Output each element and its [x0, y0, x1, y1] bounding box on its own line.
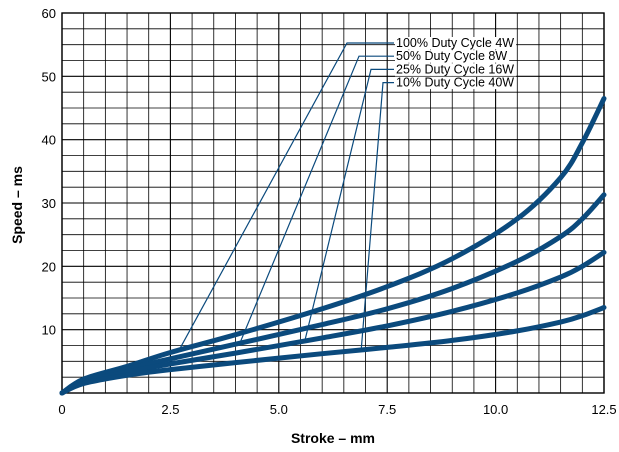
legend-label-background: [395, 50, 510, 63]
plot-frame: [61, 12, 605, 394]
tick-labels: 0 2.5 5.0 7.5 10.0 12.5 10 20 30 40 50 60: [42, 6, 617, 417]
series-lines: [59, 96, 607, 396]
legend-label-1: 100% Duty Cycle 4W: [396, 36, 514, 50]
leader-line-4: [360, 81, 394, 350]
x-tick-label: 0: [58, 402, 65, 417]
series-line-4: [59, 305, 607, 396]
x-tick-label: 12.5: [591, 402, 616, 417]
series-line-1: [59, 96, 607, 396]
legend-label-background: [395, 63, 517, 76]
series-line-3: [59, 249, 607, 396]
x-tick-label: 10.0: [483, 402, 508, 417]
x-tick-label: 7.5: [378, 402, 396, 417]
y-tick-label: 30: [42, 196, 56, 211]
series-line-2: [59, 192, 607, 396]
y-tick-label: 10: [42, 323, 56, 338]
x-tick-label: 2.5: [161, 402, 179, 417]
legend-label-background: [395, 37, 517, 50]
legend-label-2: 50% Duty Cycle 8W: [396, 49, 507, 63]
legend-label-4: 10% Duty Cycle 40W: [396, 76, 514, 90]
x-tick-label: 5.0: [270, 402, 288, 417]
leader-line-1: [178, 42, 394, 351]
y-axis-title: Speed – ms: [9, 166, 25, 244]
y-tick-label: 50: [42, 69, 56, 84]
y-tick-label: 20: [42, 259, 56, 274]
legend-label-background: [395, 76, 517, 90]
legend-label-3: 25% Duty Cycle 16W: [396, 62, 514, 76]
x-axis-title: Stroke – mm: [291, 430, 375, 446]
y-tick-label: 40: [42, 133, 56, 148]
leader-line-3: [304, 68, 394, 342]
legend-leader-lines: [178, 42, 394, 351]
y-tick-label: 60: [42, 6, 56, 21]
leader-line-2: [239, 55, 394, 344]
